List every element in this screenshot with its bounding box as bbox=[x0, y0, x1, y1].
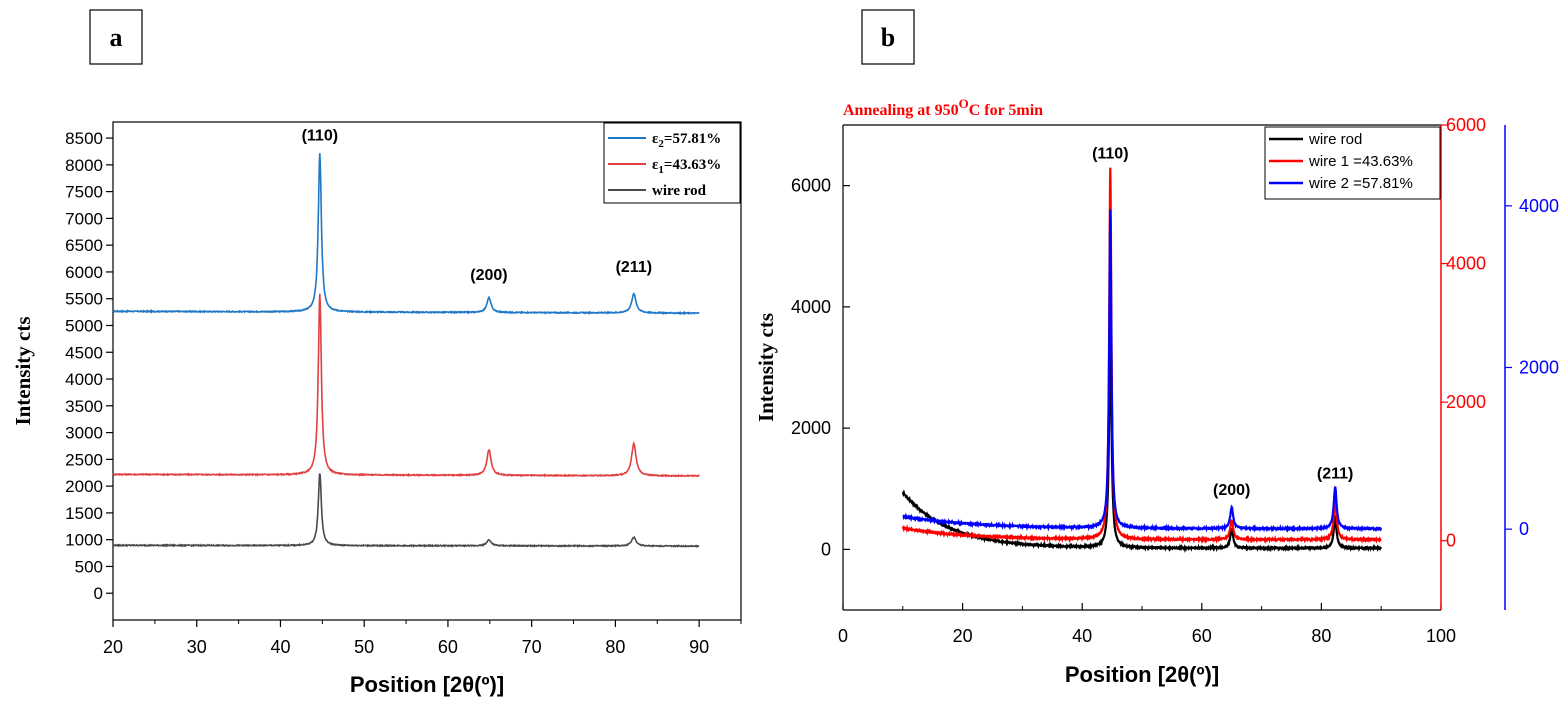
panel-label-b-text: b bbox=[881, 23, 895, 52]
x-tick-label-a: 70 bbox=[522, 637, 542, 657]
legend-label-b: wire 2 =57.81% bbox=[1308, 175, 1413, 192]
y-tick-label-a: 2000 bbox=[65, 477, 103, 496]
y-tick-label-a: 8000 bbox=[65, 156, 103, 175]
y-tick-label-a: 5500 bbox=[65, 290, 103, 309]
y-tick-label-b: 2000 bbox=[791, 418, 831, 438]
y2-tick-label-b: 2000 bbox=[1446, 392, 1486, 412]
y-axis-label-b: Intensity cts bbox=[754, 313, 778, 422]
x-tick-label-b: 80 bbox=[1311, 626, 1331, 646]
y-tick-label-a: 3500 bbox=[65, 397, 103, 416]
y-tick-label-a: 4000 bbox=[65, 370, 103, 389]
legend-label-b: wire rod bbox=[1308, 131, 1362, 148]
y3-tick-label-b: 0 bbox=[1519, 519, 1529, 539]
legend-label-a: ε1=43.63% bbox=[652, 157, 721, 176]
y2-tick-label-b: 6000 bbox=[1446, 115, 1486, 135]
y-tick-label-a: 7000 bbox=[65, 209, 103, 228]
y-tick-label-a: 6000 bbox=[65, 263, 103, 282]
y-tick-label-a: 0 bbox=[94, 584, 103, 603]
chart-b: 0 20 40 60 80 100 0 2000 4000 6000 0 2000 4000 6000 0 2… bbox=[754, 96, 1559, 687]
y3-tick-label-b: 4000 bbox=[1519, 196, 1559, 216]
y-tick-label-a: 500 bbox=[75, 557, 103, 576]
legend-label-a: wire rod bbox=[652, 183, 707, 199]
y-tick-label-a: 1500 bbox=[65, 504, 103, 523]
legend-label-b: wire 1 =43.63% bbox=[1308, 153, 1413, 170]
x-tick-label-b: 40 bbox=[1072, 626, 1092, 646]
y-tick-label-a: 5000 bbox=[65, 316, 103, 335]
y-tick-label-b: 4000 bbox=[791, 297, 831, 317]
peak-label-b: (110) bbox=[1092, 145, 1128, 162]
series-line-b bbox=[902, 209, 1383, 533]
peak-label-b: (200) bbox=[1213, 482, 1250, 499]
y-tick-label-a: 8500 bbox=[65, 129, 103, 148]
panel-label-b: b bbox=[861, 9, 915, 65]
series-line-a bbox=[112, 153, 700, 316]
x-tick-label-b: 0 bbox=[838, 626, 848, 646]
panel-label-a-text: a bbox=[110, 23, 123, 52]
x-tick-label-a: 20 bbox=[103, 637, 123, 657]
chart-a: 20 30 40 50 60 70 80 90 0 500 1000 1500 2000 2500 3000… bbox=[11, 121, 742, 697]
x-tick-label-a: 80 bbox=[605, 637, 625, 657]
x-axis-label-b: Position [2θ(º)] bbox=[1065, 662, 1219, 687]
y2-tick-label-b: 0 bbox=[1446, 531, 1456, 551]
x-tick-label-a: 40 bbox=[270, 637, 290, 657]
x-tick-label-a: 90 bbox=[689, 637, 709, 657]
y2-tick-label-b: 4000 bbox=[1446, 254, 1486, 274]
panel-label-a: a bbox=[89, 9, 143, 65]
series-line-b bbox=[901, 342, 1383, 553]
y-tick-label-a: 1000 bbox=[65, 531, 103, 550]
series-line-a bbox=[112, 293, 700, 478]
x-tick-label-a: 30 bbox=[187, 637, 207, 657]
y-tick-label-a: 6500 bbox=[65, 236, 103, 255]
x-tick-label-a: 50 bbox=[354, 637, 374, 657]
x-axis-label-a: Position [2θ(º)] bbox=[350, 672, 504, 697]
x-tick-label-b: 100 bbox=[1426, 626, 1456, 646]
y-tick-label-b: 0 bbox=[821, 539, 831, 559]
chart-title-b: Annealing at 950OC for 5min bbox=[843, 96, 1043, 119]
peak-label-b: (211) bbox=[1317, 465, 1353, 482]
peak-label-a: (211) bbox=[616, 259, 652, 276]
y-tick-label-a: 2500 bbox=[65, 450, 103, 469]
x-tick-label-b: 60 bbox=[1192, 626, 1212, 646]
series-line-b bbox=[901, 167, 1382, 545]
y3-tick-label-b: 2000 bbox=[1519, 358, 1559, 378]
y-tick-label-a: 4500 bbox=[65, 343, 103, 362]
peak-label-a: (110) bbox=[302, 128, 338, 145]
y-tick-label-b: 6000 bbox=[791, 176, 831, 196]
y-tick-label-a: 7500 bbox=[65, 183, 103, 202]
y-tick-label-a: 3000 bbox=[65, 424, 103, 443]
plot-frame-a bbox=[112, 121, 742, 621]
x-tick-label-b: 20 bbox=[953, 626, 973, 646]
legend-label-a: ε2=57.81% bbox=[652, 131, 721, 150]
x-tick-label-a: 60 bbox=[438, 637, 458, 657]
peak-label-a: (200) bbox=[470, 267, 507, 284]
y-axis-label-a: Intensity cts bbox=[11, 316, 35, 425]
series-line-a bbox=[112, 473, 700, 549]
